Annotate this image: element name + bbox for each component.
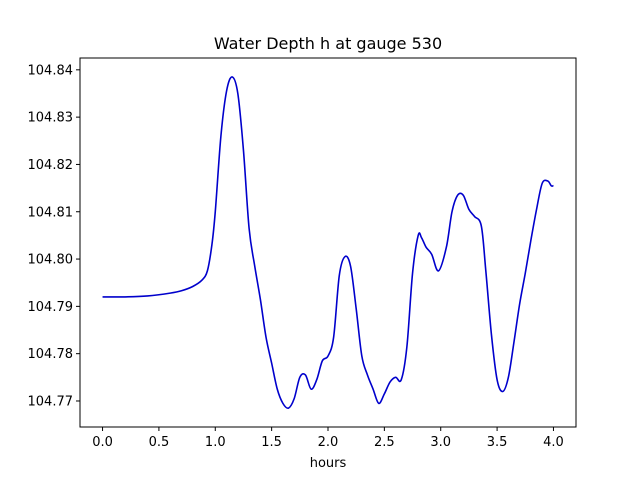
y-tick-label: 104.81 (28, 205, 74, 220)
x-tick-label: 0.5 (149, 435, 170, 450)
x-tick-label: 2.0 (318, 435, 339, 450)
x-axis: 0.0 0.5 1.0 1.5 2.0 2.5 3.0 3.5 4.0 (92, 427, 564, 450)
x-tick-label: 1.5 (261, 435, 282, 450)
y-tick-label: 104.80 (28, 253, 74, 268)
x-tick-label: 0.0 (92, 435, 113, 450)
chart-title: Water Depth h at gauge 530 (214, 34, 442, 53)
y-tick-label: 104.78 (28, 347, 74, 362)
y-tick-label: 104.84 (28, 63, 74, 78)
series-layer (102, 76, 554, 410)
y-tick-label: 104.79 (28, 300, 74, 315)
series-line (102, 76, 554, 410)
y-tick-label: 104.77 (28, 394, 74, 409)
x-tick-label: 3.0 (430, 435, 451, 450)
y-tick-label: 104.83 (28, 111, 74, 126)
y-tick-label: 104.82 (28, 158, 74, 173)
x-tick-label: 1.0 (205, 435, 226, 450)
x-tick-label: 3.5 (487, 435, 508, 450)
y-axis: 104.77 104.78 104.79 104.80 104.81 104.82 104.… (28, 63, 80, 409)
x-axis-label: hours (310, 456, 347, 471)
x-tick-label: 2.5 (374, 435, 395, 450)
x-tick-label: 4.0 (543, 435, 564, 450)
